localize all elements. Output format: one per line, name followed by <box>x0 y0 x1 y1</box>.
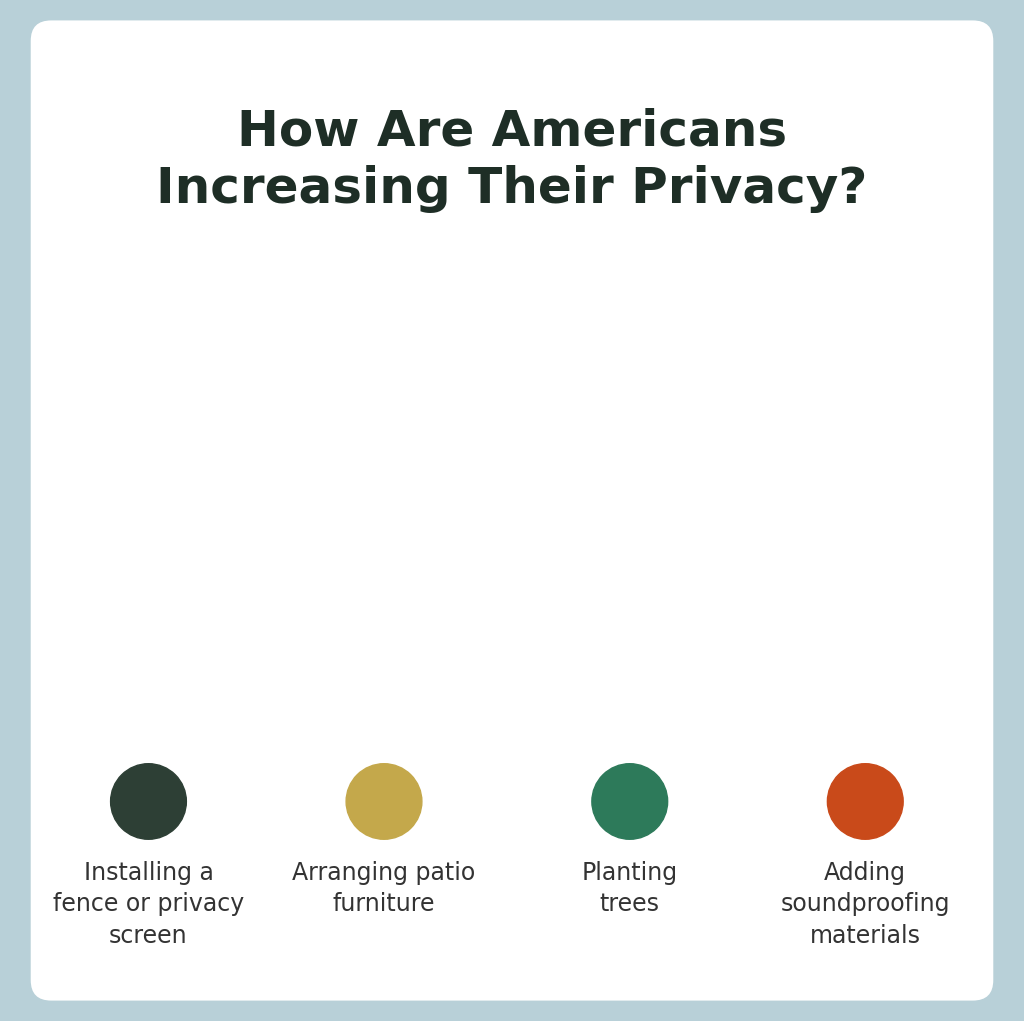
Text: %: % <box>683 359 711 387</box>
FancyBboxPatch shape <box>577 338 719 730</box>
FancyBboxPatch shape <box>367 485 509 730</box>
Text: 24: 24 <box>595 368 660 412</box>
FancyBboxPatch shape <box>31 20 993 1001</box>
Text: Installing a
fence or privacy
screen: Installing a fence or privacy screen <box>53 861 244 947</box>
Text: %: % <box>853 653 881 681</box>
Text: Planting
trees: Planting trees <box>582 861 678 916</box>
Circle shape <box>346 764 422 839</box>
Circle shape <box>827 764 903 839</box>
Text: 15: 15 <box>385 515 452 560</box>
Text: %: % <box>473 506 502 534</box>
Text: Arranging patio
furniture: Arranging patio furniture <box>293 861 475 916</box>
Text: %: % <box>264 327 292 354</box>
Text: 26: 26 <box>176 335 242 380</box>
Text: Adding
soundproofing
materials: Adding soundproofing materials <box>780 861 950 947</box>
Text: 6: 6 <box>805 662 838 707</box>
Text: How Are Americans
Increasing Their Privacy?: How Are Americans Increasing Their Priva… <box>157 107 867 212</box>
FancyBboxPatch shape <box>786 632 929 730</box>
FancyBboxPatch shape <box>157 305 299 730</box>
Circle shape <box>592 764 668 839</box>
Circle shape <box>111 764 186 839</box>
